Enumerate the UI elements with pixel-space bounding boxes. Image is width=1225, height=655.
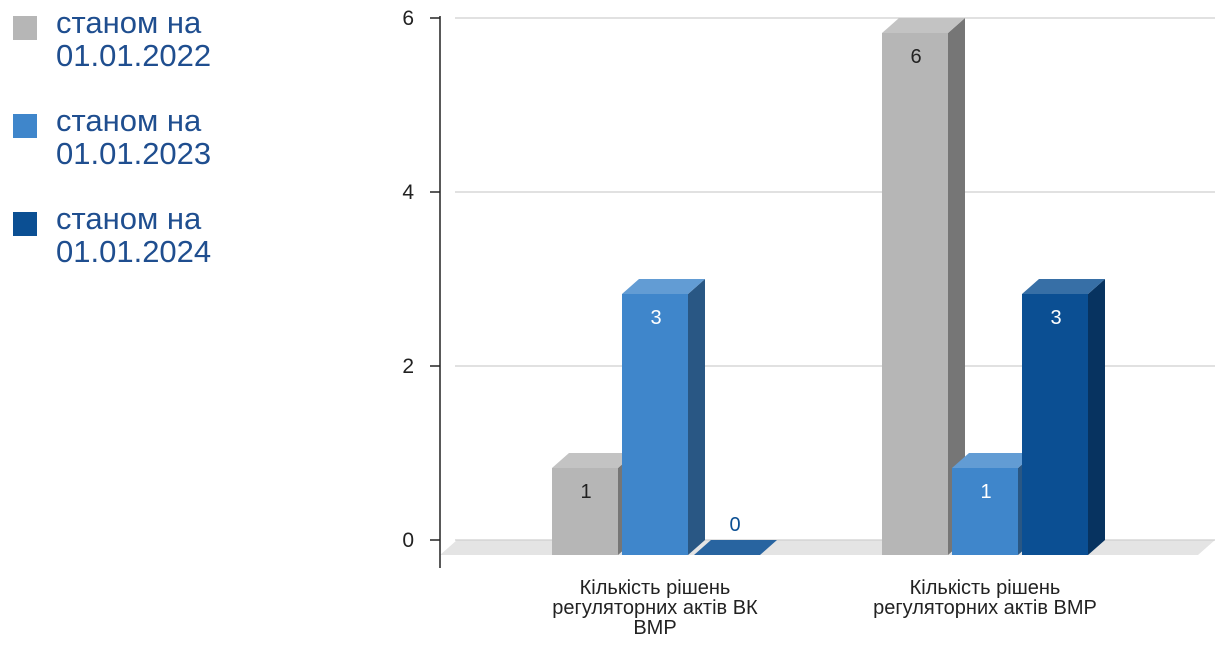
bar-side bbox=[948, 18, 965, 555]
y-tick-label: 4 bbox=[402, 181, 414, 204]
legend-label-line: 01.01.2023 bbox=[56, 136, 212, 171]
legend-label-line: 01.01.2024 bbox=[56, 234, 212, 269]
legend-label-line: станом на bbox=[56, 103, 202, 138]
y-tick-label: 0 bbox=[402, 529, 414, 552]
bar-top bbox=[622, 279, 705, 294]
legend-label: станом на 01.01.2024 bbox=[56, 202, 296, 268]
data-label: 1 bbox=[980, 481, 991, 503]
legend-item: станом на 01.01.2023 bbox=[8, 104, 308, 202]
legend-item: станом на 01.01.2024 bbox=[8, 202, 308, 300]
bar-top bbox=[952, 453, 1035, 468]
bar-front bbox=[1022, 294, 1088, 555]
bar-front bbox=[552, 468, 618, 555]
legend-label-line: 01.01.2022 bbox=[56, 38, 212, 73]
data-label: 0 bbox=[729, 514, 740, 536]
legend-item: станом на 01.01.2022 bbox=[8, 6, 308, 104]
bar-side bbox=[688, 279, 705, 555]
data-label: 3 bbox=[650, 307, 661, 329]
legend-label-line: станом на bbox=[56, 201, 202, 236]
legend-swatch bbox=[13, 114, 37, 138]
bar-front bbox=[622, 294, 688, 555]
x-category-label: Кількість рішень bbox=[580, 577, 731, 599]
data-label: 1 bbox=[580, 481, 591, 503]
legend-swatch bbox=[13, 16, 37, 40]
bar-front bbox=[952, 468, 1018, 555]
data-label: 3 bbox=[1050, 307, 1061, 329]
bar-top bbox=[882, 18, 965, 33]
data-label: 6 bbox=[910, 46, 921, 68]
bar-side bbox=[1088, 279, 1105, 555]
y-tick-label: 6 bbox=[402, 7, 414, 30]
x-category-label: Кількість рішень bbox=[910, 577, 1061, 599]
bar-top bbox=[1022, 279, 1105, 294]
x-category-label: регуляторних актів ВК bbox=[552, 597, 758, 619]
chart-legend: станом на 01.01.2022 станом на 01.01.202… bbox=[8, 6, 308, 300]
y-tick-label: 2 bbox=[402, 355, 414, 378]
legend-label: станом на 01.01.2023 bbox=[56, 104, 296, 170]
bar-front bbox=[882, 33, 948, 555]
legend-label: станом на 01.01.2022 bbox=[56, 6, 296, 72]
legend-label-line: станом на bbox=[56, 5, 202, 40]
legend-swatch bbox=[13, 212, 37, 236]
bar-top bbox=[694, 540, 777, 555]
x-category-label: регуляторних актів ВМР bbox=[873, 597, 1097, 619]
x-category-label: ВМР bbox=[633, 617, 676, 639]
bar-top bbox=[552, 453, 635, 468]
